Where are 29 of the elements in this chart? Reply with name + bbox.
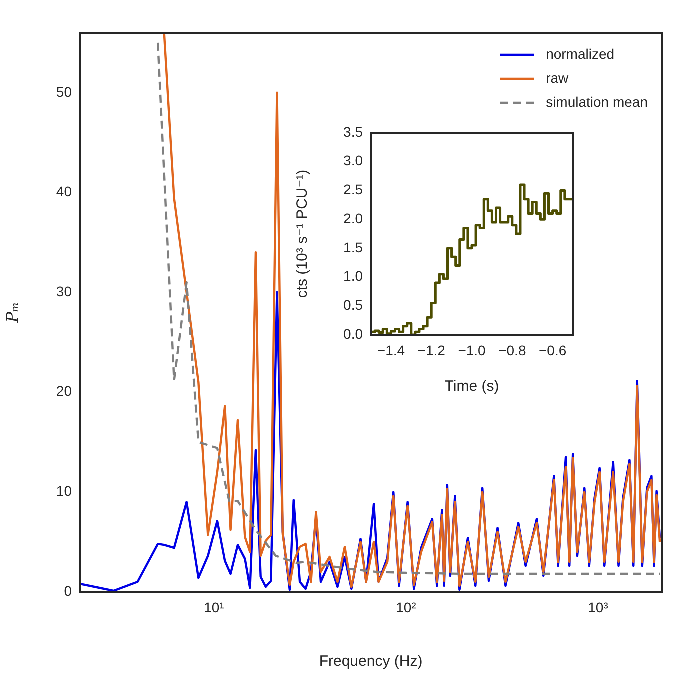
x-tick-label: 10³ [588,599,609,616]
x-tick-label: −0.8 [498,342,526,358]
y-tick-label: 3.5 [344,124,364,140]
y-tick-label: 20 [56,383,72,400]
legend-label: normalized [546,46,615,62]
x-axis-title: Frequency (Hz) [319,653,423,670]
x-tick-label: 10² [396,599,417,616]
y-tick-label: 1.0 [344,268,364,284]
x-tick-label: 10¹ [204,599,225,616]
x-tick-label: −0.6 [538,342,567,358]
y-tick-label: 40 [56,184,72,200]
y-tick-label: 0 [64,582,72,599]
x-tick-label: −1.4 [377,342,406,358]
y-tick-label: 3.0 [344,152,364,169]
x-axis-title: Time (s) [444,378,500,396]
y-axis-title: cts (10³ s⁻¹ PCU⁻¹) [294,170,312,298]
x-tick-label: −1.2 [418,342,446,358]
y-tick-label: 2.5 [344,182,364,198]
y-tick-label: 1.5 [344,239,364,256]
y-axis-title: Pₘ [2,302,22,324]
y-tick-label: 30 [56,283,72,300]
y-tick-label: 10 [56,483,72,500]
y-tick-label: 50 [56,84,72,100]
y-tick-label: 0.5 [344,297,364,313]
y-tick-label: 0.0 [344,326,364,342]
x-tick-label: −1.0 [458,342,486,358]
legend-label: raw [546,70,570,86]
legend-label: simulation mean [546,94,648,110]
y-tick-label: 2.0 [344,210,364,226]
